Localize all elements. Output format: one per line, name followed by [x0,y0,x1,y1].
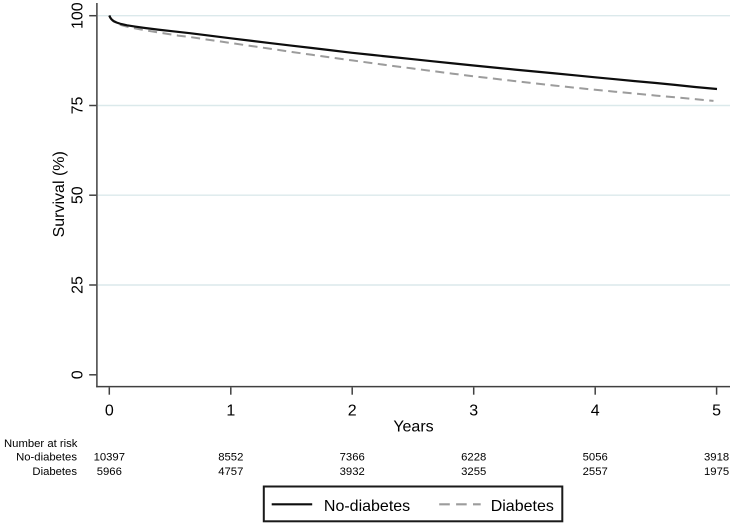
svg-text:100: 100 [70,2,87,29]
svg-text:0: 0 [70,370,87,379]
svg-text:50: 50 [70,186,87,204]
svg-text:Years: Years [393,419,433,436]
svg-text:4: 4 [591,403,600,420]
svg-text:Survival (%): Survival (%) [51,151,68,237]
svg-text:Number at risk: Number at risk [4,438,78,450]
svg-text:4757: 4757 [218,466,243,478]
svg-text:3918: 3918 [704,452,729,464]
svg-text:Diabetes: Diabetes [491,498,554,515]
svg-text:No-diabetes: No-diabetes [324,498,410,515]
svg-text:2557: 2557 [583,466,608,478]
svg-text:5966: 5966 [97,466,122,478]
svg-text:5: 5 [712,403,721,420]
svg-text:10397: 10397 [94,452,125,464]
svg-text:5056: 5056 [583,452,608,464]
svg-text:1: 1 [226,403,235,420]
svg-text:Diabetes: Diabetes [32,466,77,478]
svg-text:75: 75 [70,97,87,115]
svg-text:25: 25 [70,276,87,294]
svg-text:3: 3 [469,403,478,420]
svg-text:3932: 3932 [340,466,365,478]
svg-text:6228: 6228 [461,452,486,464]
svg-text:0: 0 [105,403,114,420]
svg-text:8552: 8552 [218,452,243,464]
svg-text:2: 2 [348,403,357,420]
svg-text:No-diabetes: No-diabetes [16,452,77,464]
svg-text:3255: 3255 [461,466,486,478]
svg-text:7366: 7366 [340,452,365,464]
svg-text:1975: 1975 [704,466,729,478]
